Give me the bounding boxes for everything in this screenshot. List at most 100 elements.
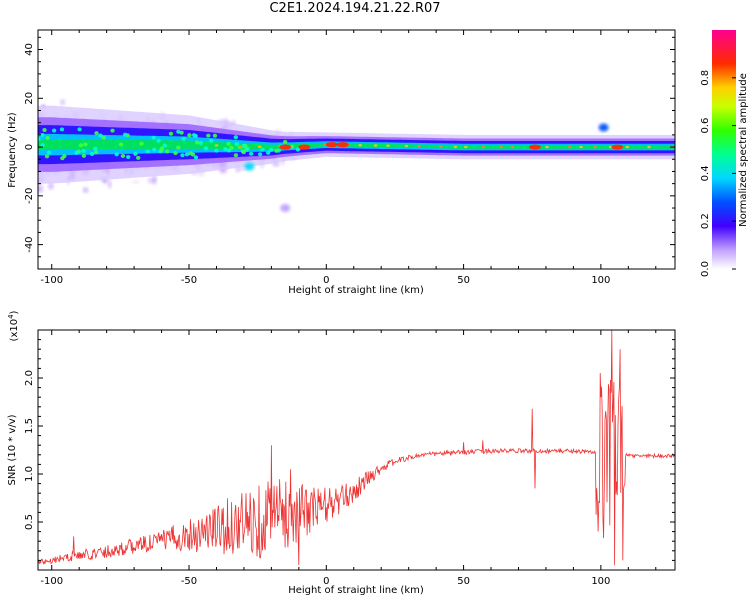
spectrogram-blob <box>82 187 89 193</box>
spectrogram-spot <box>229 145 234 150</box>
spectrogram-dot <box>579 145 583 149</box>
spectrogram-dot <box>593 145 597 149</box>
snr-x-tick-label: 0 <box>323 576 329 587</box>
snr-frame <box>37 329 676 571</box>
spectrogram-spot <box>233 135 239 140</box>
spectrogram-blob <box>60 99 66 106</box>
colorbar-tick-label: 0.8 <box>700 70 711 86</box>
spectrogram-spot <box>133 151 138 156</box>
spectrogram-spot <box>136 155 141 160</box>
spectrogram-feature <box>244 162 255 171</box>
spectrogram-spot <box>40 132 45 137</box>
spectrogram-spot <box>77 127 82 132</box>
colorbar-gradient <box>712 30 736 269</box>
spectrogram-spot <box>74 150 79 155</box>
spectrogram-spot <box>269 147 274 152</box>
colorbar-tick-label: 0.4 <box>700 165 711 181</box>
spectrogram-y-tick-label: -20 <box>24 188 35 204</box>
spectrogram-spot <box>191 133 197 138</box>
spectrogram-dot <box>386 144 390 147</box>
snr-y-tick-label: 2.0 <box>24 370 35 386</box>
spectrogram-spot <box>265 150 271 155</box>
spectrogram-spot <box>45 135 50 140</box>
spectrogram-spot <box>89 151 95 156</box>
spectrogram-spot <box>122 132 128 137</box>
snr-x-tick-label: -50 <box>181 576 197 587</box>
spectrogram-spot <box>139 141 144 146</box>
colorbar: 0.0 0.2 0.4 0.6 0.8 Normalized spectral ampl… <box>700 30 749 277</box>
spectrogram-dot <box>453 145 458 149</box>
snr-y-multiplier: (x104) <box>7 310 20 341</box>
spectrogram-spot <box>40 143 45 148</box>
spectrogram-blob <box>132 180 140 184</box>
spectrogram-spot <box>194 140 200 145</box>
spectrogram-spot <box>44 154 50 159</box>
spectrogram-spot <box>151 135 156 140</box>
spectrogram-spot <box>181 136 186 141</box>
spectrogram-spot <box>180 153 185 158</box>
spectrogram-spot <box>176 129 181 134</box>
spectrogram-x-tick-label: -100 <box>40 275 63 286</box>
spectrogram-spot <box>295 147 301 152</box>
spectrogram-spot <box>38 137 41 142</box>
spectrogram-spot <box>190 152 196 157</box>
colorbar-ticks: 0.0 0.2 0.4 0.6 0.8 <box>700 70 736 277</box>
spectrogram-spot <box>282 139 288 144</box>
spectrogram-spot <box>98 133 103 138</box>
spectrogram-dot <box>238 144 243 148</box>
spectrogram-spot <box>212 133 218 138</box>
spectrogram-x-tick-label: 100 <box>591 275 610 286</box>
spectrogram-spot <box>118 142 124 147</box>
spectrogram-dot <box>499 145 504 149</box>
spectrogram-spot <box>46 150 52 155</box>
spectrogram-spot <box>125 155 131 160</box>
spectrogram-feature <box>298 144 311 150</box>
spectrogram-spot <box>226 148 232 153</box>
spectrogram-dot <box>647 145 651 149</box>
snr-y-multiplier-base: (x10 <box>9 319 20 342</box>
spectrogram-spot <box>241 144 246 149</box>
spectrogram-spot <box>42 128 47 133</box>
spectrogram-feature <box>611 144 624 150</box>
spectrogram-spot <box>62 154 67 159</box>
spectrogram-spot <box>159 146 165 151</box>
spectrogram-dot <box>464 145 468 149</box>
snr-y-multiplier-exp: 4 <box>7 314 15 319</box>
colorbar-label: Normalized spectral amplitude <box>738 73 749 227</box>
spectrogram-spot <box>241 150 246 155</box>
spectrogram-feature <box>280 204 291 213</box>
spectrogram-dot <box>214 144 219 147</box>
spectrogram-dot <box>358 144 363 147</box>
spectrogram-spot <box>187 133 192 138</box>
spectrogram-spot <box>162 143 167 148</box>
spectrogram-blob <box>107 180 112 189</box>
spectrogram-x-tick-label: 50 <box>457 275 470 286</box>
spectrogram-spot <box>81 153 87 158</box>
spectrogram-spot <box>226 141 231 146</box>
spectrogram-spot <box>248 151 254 156</box>
colorbar-tick-label: 0.2 <box>700 213 711 229</box>
spectrogram-feature <box>528 144 541 150</box>
snr-series-line <box>38 330 675 566</box>
spectrogram-spot <box>59 127 65 132</box>
spectrogram-dot <box>510 145 515 149</box>
snr-panel: -100 -50 0 50 100 0.5 1.0 1.5 2.0 Height of stra… <box>7 310 676 596</box>
spectrogram-spot <box>198 140 203 145</box>
spectrogram-dot <box>568 145 572 149</box>
spectrogram-image <box>38 99 675 213</box>
spectrogram-y-tick-label: 40 <box>24 43 35 56</box>
snr-axes: -100 -50 0 50 100 0.5 1.0 1.5 2.0 <box>24 330 675 587</box>
spectrogram-spot <box>257 152 263 157</box>
spectrogram-x-tick-label: -50 <box>181 275 197 286</box>
spectrogram-spot <box>234 142 239 147</box>
spectrogram-spot <box>152 147 157 152</box>
snr-y-tick-label: 1.0 <box>24 466 35 482</box>
spectrogram-spot <box>214 148 219 153</box>
spectrogram-spot <box>173 151 178 156</box>
spectrogram-x-axis-label: Height of straight line (km) <box>288 285 424 296</box>
spectrogram-spot <box>168 131 174 136</box>
spectrogram-spot <box>101 135 106 140</box>
spectrogram-blob <box>103 179 108 185</box>
spectrogram-y-tick-label: 0 <box>24 144 35 150</box>
spectrogram-spot <box>114 152 119 157</box>
